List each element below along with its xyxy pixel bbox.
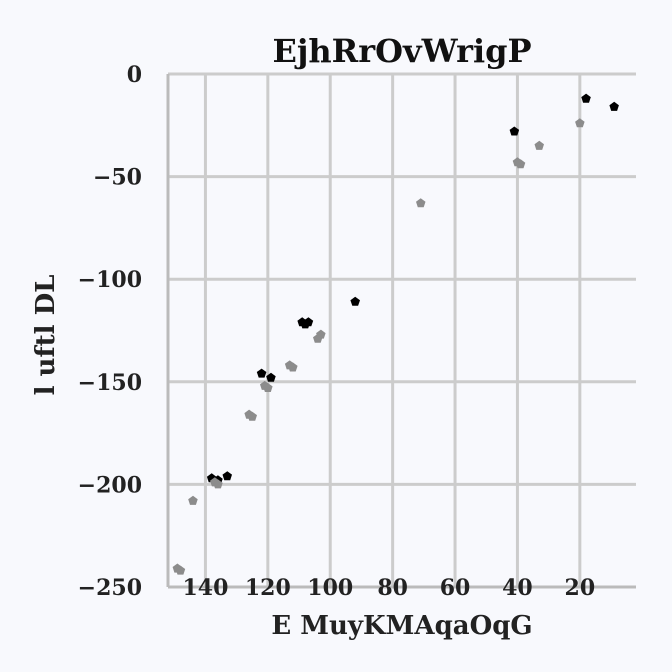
data-point — [288, 362, 298, 372]
y-tick-label: −200 — [78, 472, 142, 498]
y-tick-label: 0 — [127, 62, 142, 88]
data-point — [263, 383, 273, 392]
data-point — [350, 296, 360, 306]
data-point — [316, 329, 326, 339]
data-point — [609, 101, 619, 111]
chart-title: EjhRrOvWrigP — [272, 32, 531, 70]
y-tick-labels: 0 −50 −100 −150 −200 −250 — [78, 62, 142, 601]
data-point — [416, 198, 426, 208]
grid-lines — [168, 72, 636, 589]
data-point — [266, 372, 276, 382]
x-tick-labels: 140 120 100 80 60 40 20 — [182, 575, 595, 601]
data-point — [175, 565, 186, 575]
y-tick-label: −150 — [78, 370, 142, 396]
data-point — [247, 411, 257, 421]
y-axis-label: l uftl DL — [31, 275, 61, 396]
x-tick-label: 20 — [565, 575, 596, 601]
data-point — [256, 368, 267, 378]
data-point — [575, 118, 585, 128]
y-tick-label: −100 — [78, 267, 142, 293]
data-point — [303, 317, 314, 327]
x-tick-label: 140 — [182, 575, 228, 601]
x-tick-label: 40 — [502, 575, 533, 601]
data-point — [509, 126, 520, 136]
x-tick-label: 80 — [377, 575, 408, 601]
data-point — [581, 93, 591, 103]
y-tick-label: −50 — [93, 165, 142, 191]
x-tick-label: 100 — [307, 575, 353, 601]
data-point — [213, 479, 223, 489]
data-point — [534, 140, 544, 150]
data-points — [172, 93, 619, 575]
x-tick-label: 120 — [245, 575, 291, 601]
x-axis-label: E MuyKMAqaOqG — [271, 611, 532, 641]
x-tick-label: 60 — [440, 575, 471, 601]
y-tick-label: −250 — [78, 575, 142, 601]
data-point — [222, 471, 232, 481]
data-point — [188, 495, 198, 505]
data-point — [515, 159, 526, 169]
